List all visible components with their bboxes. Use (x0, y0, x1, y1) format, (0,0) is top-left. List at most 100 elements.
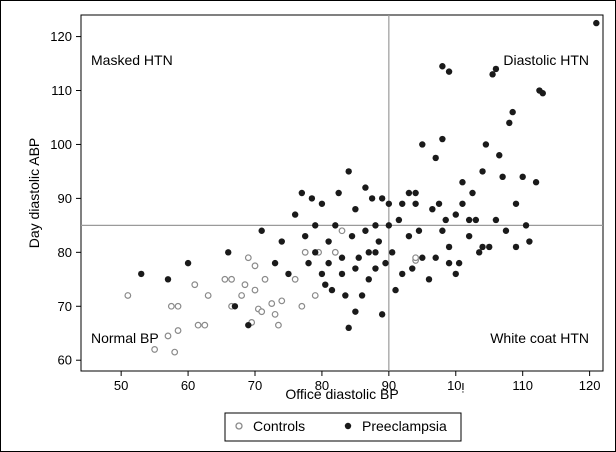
point-controls (238, 292, 246, 299)
legend-marker-preeclampsia (344, 422, 352, 430)
point-preeclampsia (469, 189, 476, 197)
point-preeclampsia (245, 321, 252, 329)
point-preeclampsia (164, 276, 172, 283)
point-preeclampsia (539, 90, 546, 97)
plot-area (80, 14, 604, 372)
point-preeclampsia (345, 168, 352, 175)
point-preeclampsia (358, 292, 366, 299)
point-preeclampsia (486, 243, 493, 251)
point-preeclampsia (452, 211, 459, 218)
x-tick-label: 120 (579, 378, 601, 393)
point-preeclampsia (445, 68, 453, 75)
y-axis: 60 70 80 90 100 110 120 (50, 29, 81, 368)
point-controls (244, 254, 252, 262)
point-controls (221, 275, 229, 283)
point-controls (174, 302, 182, 310)
point-preeclampsia (509, 108, 516, 116)
point-preeclampsia (455, 259, 463, 267)
y-tick-label: 110 (51, 83, 72, 98)
point-preeclampsia (412, 189, 419, 197)
y-axis-title: Day diastolic ABP (26, 138, 42, 249)
point-preeclampsia (465, 232, 473, 240)
point-preeclampsia (362, 227, 369, 234)
point-controls (124, 292, 132, 299)
point-preeclampsia (492, 65, 500, 73)
point-controls (167, 302, 175, 310)
point-preeclampsia (459, 200, 466, 207)
point-controls (241, 281, 249, 289)
point-preeclampsia (412, 200, 419, 207)
point-preeclampsia (378, 311, 386, 318)
point-preeclampsia (445, 259, 453, 267)
point-preeclampsia (184, 259, 192, 267)
x-tick-label: 70 (248, 378, 262, 393)
point-controls (194, 321, 202, 329)
point-preeclampsia (472, 216, 480, 224)
point-preeclampsia (225, 249, 232, 256)
point-preeclampsia (492, 216, 500, 224)
x-axis: 50 60 70 80 90 10ᴉ 110 120 (114, 371, 601, 393)
x-tick-label: 90 (382, 378, 396, 393)
point-preeclampsia (489, 71, 496, 78)
point-preeclampsia (405, 232, 413, 240)
point-preeclampsia (482, 141, 490, 148)
point-preeclampsia (365, 276, 372, 283)
point-controls (191, 281, 199, 289)
point-preeclampsia (419, 141, 426, 148)
point-controls (228, 275, 235, 283)
point-preeclampsia (385, 200, 393, 207)
point-preeclampsia (312, 222, 319, 229)
point-controls (251, 286, 259, 294)
legend-box (224, 412, 462, 442)
y-tick-label: 100 (50, 137, 72, 152)
point-controls (291, 275, 299, 283)
point-preeclampsia (278, 238, 285, 245)
point-preeclampsia (392, 286, 399, 294)
point-preeclampsia (338, 254, 346, 261)
point-preeclampsia (475, 249, 483, 256)
legend: Controls Preeclampsia (224, 412, 462, 442)
point-controls (204, 292, 212, 299)
point-controls (298, 302, 306, 310)
point-preeclampsia (291, 211, 299, 218)
quadrant-label-top-left: Masked HTN (91, 52, 173, 68)
point-controls (338, 227, 346, 235)
point-preeclampsia (409, 265, 416, 272)
y-tick-label: 120 (50, 29, 72, 44)
point-preeclampsia (532, 179, 540, 186)
point-controls (171, 348, 179, 356)
point-preeclampsia (298, 189, 306, 197)
point-preeclampsia (335, 189, 342, 197)
point-preeclampsia (325, 238, 332, 245)
point-preeclampsia (429, 205, 436, 213)
point-preeclampsia (352, 265, 359, 272)
point-preeclampsia (593, 19, 600, 27)
point-preeclampsia (352, 205, 359, 213)
point-preeclampsia (439, 63, 446, 70)
point-controls (412, 254, 420, 262)
point-preeclampsia (378, 195, 386, 202)
point-preeclampsia (459, 179, 466, 186)
point-preeclampsia (332, 222, 339, 229)
point-preeclampsia (285, 270, 292, 278)
point-controls (258, 308, 266, 316)
point-preeclampsia (322, 281, 329, 288)
point-preeclampsia (399, 270, 406, 278)
point-preeclampsia (318, 200, 326, 207)
x-tick-label: 60 (181, 378, 195, 393)
point-preeclampsia (301, 232, 309, 240)
point-controls (268, 300, 276, 307)
point-preeclampsia (415, 227, 423, 234)
point-preeclampsia (355, 254, 362, 261)
point-preeclampsia (439, 135, 446, 143)
point-preeclampsia (512, 243, 520, 251)
point-preeclampsia (445, 243, 453, 251)
point-preeclampsia (465, 216, 473, 224)
point-preeclampsia (522, 222, 530, 229)
point-preeclampsia (496, 152, 503, 159)
point-preeclampsia (352, 308, 359, 315)
point-preeclampsia (512, 200, 520, 207)
point-preeclampsia (138, 270, 145, 278)
point-preeclampsia (435, 200, 443, 207)
